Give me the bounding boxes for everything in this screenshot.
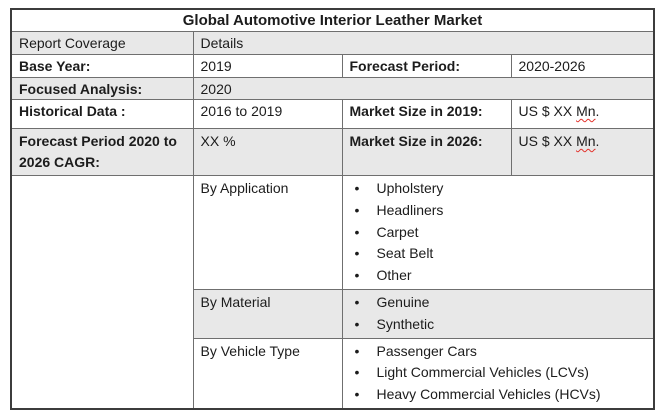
bullet-marker: • [354, 245, 360, 262]
historical-data-label: Historical Data : [10, 99, 194, 129]
bullet-marker: • [354, 180, 360, 196]
bullet-marker: • [354, 201, 360, 218]
forecast-period-value: 2020-2026 [510, 54, 655, 78]
list-item: • Synthetic [350, 314, 647, 336]
empty-spanner-cell [10, 174, 194, 410]
market-size-2019-misspelled-word: Mn [576, 103, 596, 119]
row-focused-analysis: Focused Analysis: 2020 [10, 77, 655, 100]
bullet-marker: • [354, 267, 360, 284]
list-item: • Headliners [350, 200, 647, 222]
market-size-2019-value: US $ XX Mn. [510, 99, 655, 129]
market-size-2026-suffix: . [595, 133, 600, 149]
historical-data-value: 2016 to 2019 [192, 99, 343, 129]
market-size-2019-suffix: . [595, 103, 600, 119]
bullet-marker: • [354, 315, 360, 332]
cagr-label: Forecast Period 2020 to 2026 CAGR: [10, 128, 194, 176]
list-item-label: Headliners [376, 201, 444, 218]
list-item: • Heavy Commercial Vehicles (HCVs) [350, 384, 647, 406]
cagr-value: XX % [192, 128, 343, 176]
forecast-period-label: Forecast Period: [341, 54, 512, 78]
page-title: Global Automotive Interior Leather Marke… [10, 8, 655, 32]
market-size-2026-label: Market Size in 2026: [341, 128, 512, 176]
list-item-label: Upholstery [376, 180, 444, 196]
list-item: • Light Commercial Vehicles (LCVs) [350, 362, 647, 384]
segment-by-material-items: • Genuine • Synthetic [341, 288, 655, 339]
market-report-table: Global Automotive Interior Leather Marke… [10, 8, 655, 410]
report-coverage-label: Report Coverage [10, 31, 194, 55]
list-item: • Carpet [350, 222, 647, 244]
list-item: • Genuine [350, 292, 647, 314]
segment-by-material-label: By Material [192, 288, 343, 339]
bullet-marker: • [354, 223, 360, 240]
market-size-2026-misspelled-word: Mn [576, 133, 596, 149]
row-segment-by-application: By Application • Upholstery • Headliners… [10, 174, 655, 410]
segment-by-application-items: • Upholstery • Headliners • Carpet • Sea… [341, 175, 655, 290]
bullet-marker: • [354, 342, 360, 359]
list-item: • Other [350, 265, 647, 287]
row-historical-data: Historical Data : 2016 to 2019 Market Si… [10, 99, 655, 129]
bullet-marker: • [354, 386, 360, 403]
list-item: • Passenger Cars [350, 341, 647, 363]
list-item-label: Heavy Commercial Vehicles (HCVs) [376, 386, 601, 403]
focused-analysis-value: 2020 [192, 77, 655, 100]
row-segment-by-vehicle-type: By Vehicle Type • Passenger Cars • Light… [11, 337, 655, 410]
report-coverage-value: Details [192, 31, 655, 55]
row-report-coverage: Report Coverage Details [10, 31, 655, 55]
list-item-label: Seat Belt [376, 245, 434, 262]
list-item-label: Passenger Cars [376, 342, 477, 359]
bullet-marker: • [354, 364, 360, 381]
list-item: • Upholstery [350, 178, 647, 200]
row-cagr: Forecast Period 2020 to 2026 CAGR: XX % … [10, 128, 655, 176]
market-size-2019-label: Market Size in 2019: [341, 99, 512, 129]
list-item: • Seat Belt [350, 243, 647, 265]
title-row: Global Automotive Interior Leather Marke… [10, 8, 655, 32]
base-year-value: 2019 [192, 54, 343, 78]
list-item-label: Synthetic [376, 315, 435, 332]
market-size-2019-prefix: US $ XX [518, 103, 577, 119]
segment-by-vehicle-type-label: By Vehicle Type [192, 337, 343, 410]
list-item-label: Other [376, 267, 412, 284]
row-segment-by-material: By Material • Genuine • Synthetic [11, 288, 655, 339]
segment-by-vehicle-type-items: • Passenger Cars • Light Commercial Vehi… [341, 337, 655, 410]
list-item-label: Carpet [376, 223, 419, 240]
segment-by-application-label: By Application [192, 175, 343, 290]
base-year-label: Base Year: [10, 54, 194, 78]
market-size-2026-prefix: US $ XX [518, 133, 577, 149]
market-size-2026-value: US $ XX Mn. [510, 128, 655, 176]
list-item-label: Light Commercial Vehicles (LCVs) [376, 364, 589, 381]
bullet-marker: • [354, 293, 360, 310]
row-base-year: Base Year: 2019 Forecast Period: 2020-20… [10, 54, 655, 78]
focused-analysis-label: Focused Analysis: [10, 77, 194, 100]
list-item-label: Genuine [376, 293, 430, 310]
